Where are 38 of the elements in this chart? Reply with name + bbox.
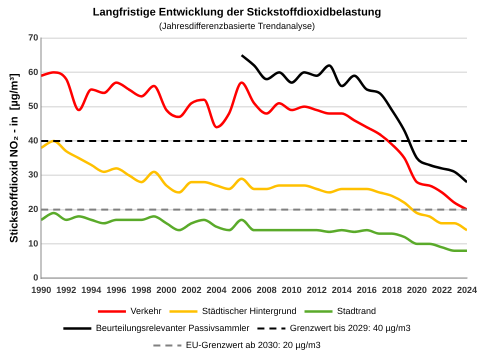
x-tick-label: 2018 <box>382 285 402 296</box>
legend-label: Beurteilungsrelevanter Passivsammler <box>96 322 250 333</box>
legend-label: Stadtrand <box>337 306 376 316</box>
x-tick-label: 2024 <box>456 285 478 296</box>
x-tick-label: 2004 <box>206 285 227 296</box>
x-tick-label: 1992 <box>56 285 76 296</box>
y-tick-label: 60 <box>28 66 38 77</box>
y-tick-label: 20 <box>28 204 38 214</box>
legend-label: Grenzwert bis 2029: 40 µg/m3 <box>290 322 411 333</box>
x-tick-label: 1998 <box>131 285 152 296</box>
legend-label: Verkehr <box>130 306 162 316</box>
x-tick-label: 2000 <box>156 285 176 296</box>
y-axis-title: Stickstoffdioxid NO₂ - in [µg/m³] <box>8 73 21 243</box>
x-tick-label: 2010 <box>282 285 302 296</box>
y-tick-label: 70 <box>28 32 38 42</box>
x-tick-label: 2016 <box>356 285 377 296</box>
x-tick-label: 1994 <box>81 285 102 296</box>
y-tick-label: 50 <box>28 101 38 112</box>
y-tick-label: 40 <box>28 135 38 146</box>
y-tick-label: 30 <box>28 170 38 180</box>
x-tick-label: 2002 <box>181 285 202 296</box>
chart-title: Langfristige Entwicklung der Stickstoffdioxidbelastung <box>92 6 382 19</box>
x-tick-label: 2022 <box>432 285 452 296</box>
x-tick-label: 2014 <box>332 285 352 296</box>
x-tick-label: 1990 <box>31 285 52 296</box>
chart-subtitle: (Jahresdifferenzbasierte Trendanalyse) <box>159 21 315 32</box>
x-tick-label: 2006 <box>232 285 252 296</box>
x-tick-label: 2012 <box>306 285 327 296</box>
line-series <box>41 71 467 211</box>
legend-label: EU-Grenzwert ab 2030: 20 µg/m3 <box>186 340 321 350</box>
x-tick-label: 2020 <box>406 285 427 296</box>
x-tick-label: 2008 <box>256 285 277 296</box>
y-tick-label: 10 <box>28 238 38 248</box>
line-series <box>41 140 467 232</box>
line-series <box>41 212 467 252</box>
y-tick-label: 0 <box>33 272 38 283</box>
x-tick-label: 1996 <box>106 285 126 296</box>
legend-label: Städtischer Hintergrund <box>202 306 297 316</box>
